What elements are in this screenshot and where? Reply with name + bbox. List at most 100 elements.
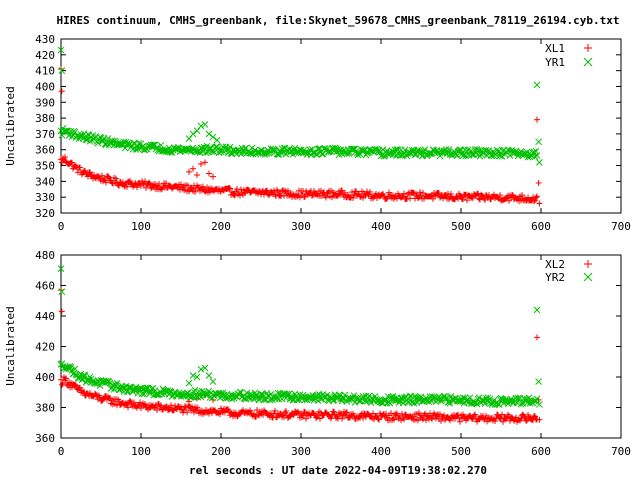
xl1-point: [285, 187, 291, 194]
y-tick-label: 380: [35, 402, 55, 415]
bottom-panel: Uncalibrated 0 100 200 300 400 500 600 700 360 38…: [4, 249, 631, 458]
xl1-point: [62, 154, 68, 161]
xl1-point: [113, 175, 119, 182]
yr1-spike-point: [205, 130, 213, 138]
y-tick-label: 320: [35, 207, 55, 220]
xl1-spike-point: [190, 165, 196, 172]
xl1-point: [350, 194, 356, 201]
xl2-point: [360, 415, 366, 422]
y-tick-label: 420: [35, 341, 55, 354]
xl2-point: [73, 382, 79, 389]
yr1-spike-point: [58, 67, 66, 74]
xl1-point: [134, 184, 140, 191]
xl2-point: [303, 415, 309, 422]
top-legend-label-xl1: XL1: [545, 42, 565, 55]
top-legend-plus-marker: [584, 44, 592, 52]
yr2-spike-point: [535, 378, 542, 385]
yr2-spike-point: [205, 372, 213, 379]
x-tick-label: 0: [58, 445, 65, 458]
xl2-point: [283, 408, 289, 415]
yr1-point: [104, 135, 112, 142]
xl2-point: [184, 409, 190, 416]
y-tick-label: 390: [35, 96, 55, 109]
xl1-point: [226, 185, 232, 192]
xl1-point: [261, 191, 267, 198]
yr1-point: [467, 147, 475, 155]
xl1-point: [448, 191, 454, 198]
yr1-spike-point: [213, 136, 221, 144]
x-tick-label: 300: [291, 445, 311, 458]
yr1-spike-point: [536, 159, 543, 166]
xl1-point: [401, 190, 407, 197]
top-legend: XL1 YR1: [545, 42, 593, 69]
top-data-marks: [57, 46, 543, 207]
yr1-point: [64, 128, 72, 135]
xl1-point: [294, 193, 300, 200]
bottom-legend-cross-marker: [583, 272, 593, 282]
xl1-point: [156, 180, 162, 187]
xl2-point: [247, 407, 253, 414]
yr1-point: [86, 137, 94, 145]
xl1-spike-point: [206, 170, 212, 177]
xl2-point: [272, 407, 278, 414]
xl2-point: [376, 416, 382, 423]
xl1-point: [200, 183, 206, 190]
xl1-point: [534, 193, 540, 200]
xl1-point: [519, 192, 525, 199]
yr1-spike-point: [535, 138, 542, 146]
xl1-point: [264, 187, 270, 194]
yr1-spike-point: [209, 133, 217, 141]
xl2-point: [300, 412, 306, 419]
bottom-legend: XL2 YR2: [545, 258, 593, 284]
y-tick-label: 340: [35, 175, 55, 188]
yr1-point: [254, 148, 262, 156]
y-tick-label: 440: [35, 310, 55, 323]
yr1-point: [531, 153, 539, 161]
xl2-point: [429, 416, 435, 423]
yr1-point: [319, 150, 327, 158]
xl1-point: [367, 188, 373, 195]
yr2-spike-point: [185, 379, 193, 387]
xl2-spike-point: [58, 308, 65, 315]
yr1-point: [420, 148, 428, 155]
yr1-point: [453, 152, 461, 160]
xl1-point: [238, 186, 244, 193]
y-tick-label: 420: [35, 49, 55, 62]
yr1-spike-point: [185, 135, 193, 143]
xl1-point: [227, 185, 233, 192]
yr1-spike-point: [189, 130, 197, 138]
xl1-point: [509, 191, 515, 198]
xl2-point: [194, 404, 200, 411]
xl2-point: [290, 412, 296, 419]
xl1-point: [420, 189, 426, 196]
x-tick-label: 200: [211, 445, 231, 458]
bottom-legend-label-yr2: YR2: [545, 271, 565, 284]
xl1-point: [531, 198, 537, 205]
xl1-point: [146, 179, 152, 186]
x-tick-label: 500: [451, 220, 471, 233]
bottom-legend-plus-marker: [584, 260, 592, 268]
yr1-point: [297, 146, 305, 154]
yr1-point: [489, 148, 497, 156]
yr1-spike-point: [193, 127, 201, 135]
xl2-point: [81, 388, 87, 395]
xl2-point: [317, 415, 323, 422]
x-tick-label: 600: [531, 445, 551, 458]
xl1-point: [192, 188, 198, 195]
x-tick-label: 400: [371, 445, 391, 458]
xl2-point: [331, 408, 337, 415]
x-tick-label: 300: [291, 220, 311, 233]
top-axis-ticks: 0 100 200 300 400 500 600 700 320 330 340 350 360 370…: [35, 33, 631, 233]
bottom-axis-ticks: 0 100 200 300 400 500 600 700 360 380 400 420 440 460…: [35, 249, 631, 458]
xl2-point: [93, 391, 99, 398]
xl1-point: [69, 159, 75, 166]
yr1-point: [157, 141, 165, 149]
yr1-point: [125, 141, 133, 148]
xl2-point: [251, 410, 257, 417]
xl2-point: [375, 415, 381, 422]
xl2-point: [63, 375, 69, 382]
xl2-point: [344, 409, 350, 416]
xl1-point: [532, 197, 538, 204]
xl2-point: [339, 415, 345, 422]
yr1-spike-point: [197, 122, 205, 130]
